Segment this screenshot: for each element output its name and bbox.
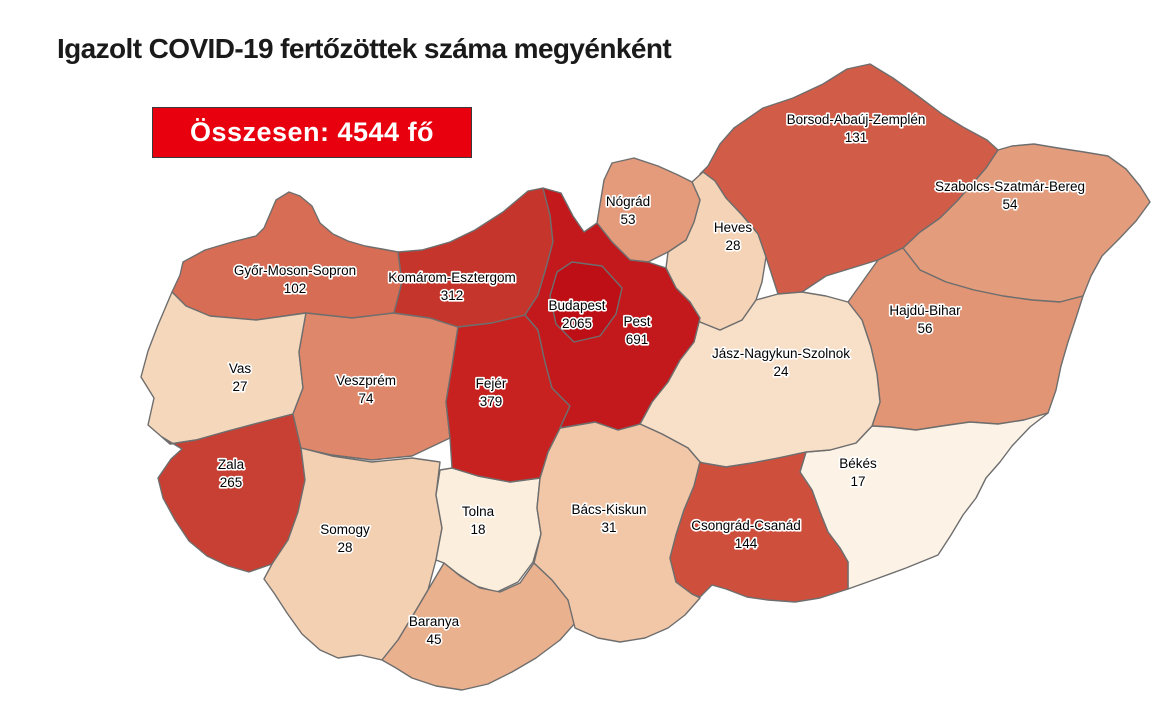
county-label-budapest: Budapest <box>548 298 605 313</box>
county-shape-zala <box>157 413 306 573</box>
county-label-pest: Pest <box>623 314 650 329</box>
county-value-budapest: 2065 <box>562 316 592 331</box>
county-value-tolna: 18 <box>470 522 485 537</box>
county-value-gyor-moson-sopron: 102 <box>284 281 307 296</box>
county-value-veszprem: 74 <box>358 391 374 406</box>
county-shape-somogy <box>263 447 443 661</box>
county-value-pest: 691 <box>626 332 649 347</box>
county-value-komarom-esztergom: 312 <box>441 288 464 303</box>
county-label-tolna: Tolna <box>462 504 495 519</box>
county-shape-bacs-kiskun <box>533 421 701 643</box>
county-label-veszprem: Veszprém <box>336 373 396 388</box>
county-value-bekes: 17 <box>850 474 865 489</box>
county-label-jasz-nagykun-szolnok: Jász-Nagykun-Szolnok <box>712 346 850 361</box>
county-label-bekes: Békés <box>839 456 877 471</box>
county-label-gyor-moson-sopron: Győr-Moson-Sopron <box>234 263 356 278</box>
county-shape-komarom-esztergom <box>393 187 554 328</box>
county-value-fejer: 379 <box>480 394 503 409</box>
county-label-nograd: Nógrád <box>606 194 650 209</box>
county-label-somogy: Somogy <box>320 522 370 537</box>
county-label-hajdu-bihar: Hajdú-Bihar <box>889 303 961 318</box>
county-label-zala: Zala <box>218 457 245 472</box>
county-shape-csongrad-csanad <box>669 451 849 603</box>
county-label-komarom-esztergom: Komárom-Esztergom <box>388 270 516 285</box>
county-shape-budapest <box>549 261 623 343</box>
county-value-baranya: 45 <box>426 632 441 647</box>
county-label-fejer: Fejér <box>476 376 507 391</box>
county-label-vas: Vas <box>229 361 252 376</box>
page-title: Igazolt COVID-19 fertőzöttek száma megyé… <box>57 33 672 64</box>
county-label-heves: Heves <box>714 220 753 235</box>
county-value-nograd: 53 <box>620 212 635 227</box>
county-label-csongrad-csanad: Csongrád-Csanád <box>691 518 801 533</box>
county-value-heves: 28 <box>725 238 740 253</box>
total-badge: Összesen: 4544 fő <box>152 107 472 158</box>
county-value-jasz-nagykun-szolnok: 24 <box>773 364 789 379</box>
county-label-baranya: Baranya <box>409 614 460 629</box>
county-value-borsod-abauj-zemplen: 131 <box>845 130 868 145</box>
county-value-zala: 265 <box>220 475 243 490</box>
county-label-szabolcs-szatmar-bereg: Szabolcs-Szatmár-Bereg <box>935 179 1085 194</box>
county-value-hajdu-bihar: 56 <box>917 321 932 336</box>
county-label-bacs-kiskun: Bács-Kiskun <box>571 502 646 517</box>
county-value-somogy: 28 <box>337 540 352 555</box>
county-value-bacs-kiskun: 31 <box>601 520 616 535</box>
county-value-szabolcs-szatmar-bereg: 54 <box>1002 197 1018 212</box>
county-shape-baranya <box>381 562 577 691</box>
county-value-csongrad-csanad: 144 <box>735 536 758 551</box>
county-label-borsod-abauj-zemplen: Borsod-Abaúj-Zemplén <box>787 112 926 127</box>
county-value-vas: 27 <box>232 379 247 394</box>
county-shape-gyor-moson-sopron <box>171 191 403 321</box>
